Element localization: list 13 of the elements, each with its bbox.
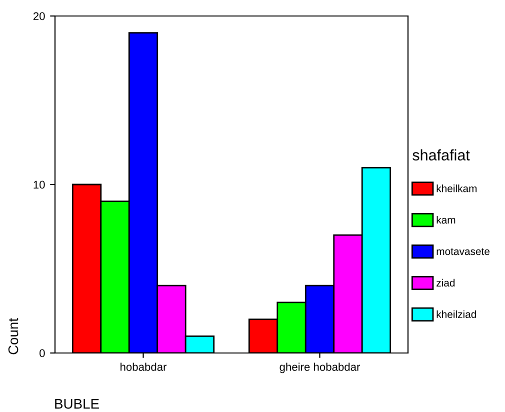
legend-label: ziad bbox=[436, 278, 455, 287]
legend-label: kheilziad bbox=[436, 310, 476, 318]
y-tick-label: 0 bbox=[40, 349, 45, 358]
x-axis-title: BUBLE bbox=[55, 399, 99, 409]
legend-label: kheilkam bbox=[436, 184, 477, 192]
y-tick-label: 10 bbox=[34, 180, 45, 189]
y-tick-label: 20 bbox=[33, 12, 45, 20]
legend-title: shafafiat bbox=[412, 149, 470, 161]
x-tick-label: gheire hobabdar bbox=[280, 362, 360, 374]
legend-label: motavasete bbox=[436, 248, 490, 256]
legend-label: kam bbox=[436, 216, 456, 224]
y-axis-title: Count bbox=[8, 318, 18, 354]
x-tick-label: hobabdar bbox=[120, 362, 167, 371]
